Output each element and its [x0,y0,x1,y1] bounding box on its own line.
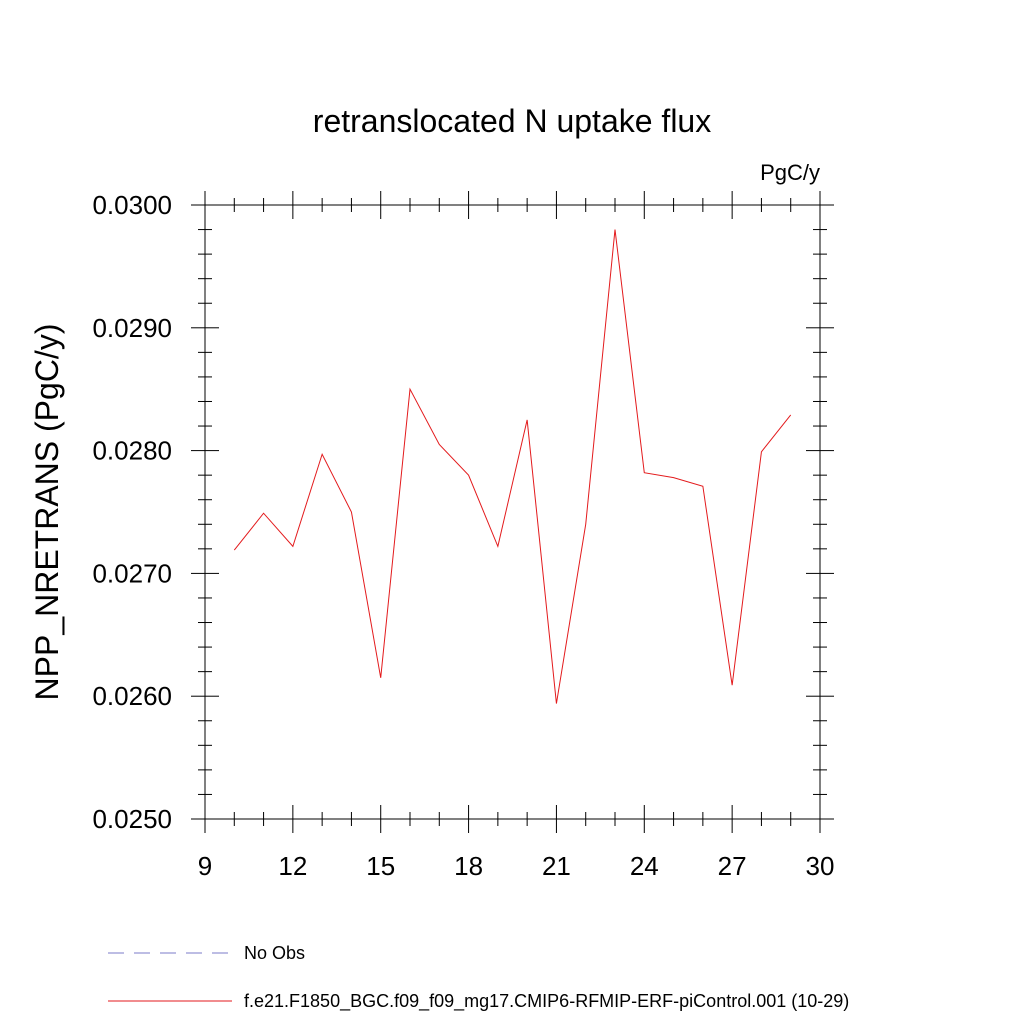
x-tick-label: 24 [630,851,659,881]
y-tick-labels: 0.0250 0.0260 0.0270 0.0280 0.0290 0.0300 [92,190,172,834]
x-tick-label: 9 [198,851,212,881]
legend-label-no-obs: No Obs [244,943,305,963]
x-tick-label: 15 [366,851,395,881]
chart-title: retranslocated N uptake flux [313,103,711,139]
plot-frame [204,204,821,820]
major-ticks [191,191,834,833]
x-tick-label: 30 [806,851,835,881]
series-line [233,229,792,704]
y-tick-label: 0.0270 [92,558,172,588]
legend: No Obs f.e21.F1850_BGC.f09_f09_mg17.CMIP… [108,943,849,1012]
x-tick-label: 21 [542,851,571,881]
x-tick-label: 27 [718,851,747,881]
series-layer [233,229,792,704]
y-tick-label: 0.0250 [92,804,172,834]
units-label: PgC/y [760,160,820,185]
y-tick-label: 0.0260 [92,681,172,711]
y-axis-label: NPP_NRETRANS (PgC/y) [29,324,65,701]
y-tick-label: 0.0300 [92,190,172,220]
minor-ticks [198,198,827,826]
legend-label-model-run: f.e21.F1850_BGC.f09_f09_mg17.CMIP6-RFMIP… [244,991,849,1012]
y-tick-label: 0.0290 [92,313,172,343]
x-tick-label: 18 [454,851,483,881]
x-tick-label: 12 [278,851,307,881]
x-tick-labels: 9 12 15 18 21 24 27 30 [198,851,835,881]
y-tick-label: 0.0280 [92,436,172,466]
